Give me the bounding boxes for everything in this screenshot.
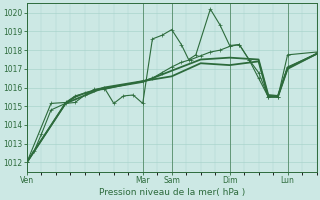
X-axis label: Pression niveau de la mer( hPa ): Pression niveau de la mer( hPa ): [99, 188, 245, 197]
